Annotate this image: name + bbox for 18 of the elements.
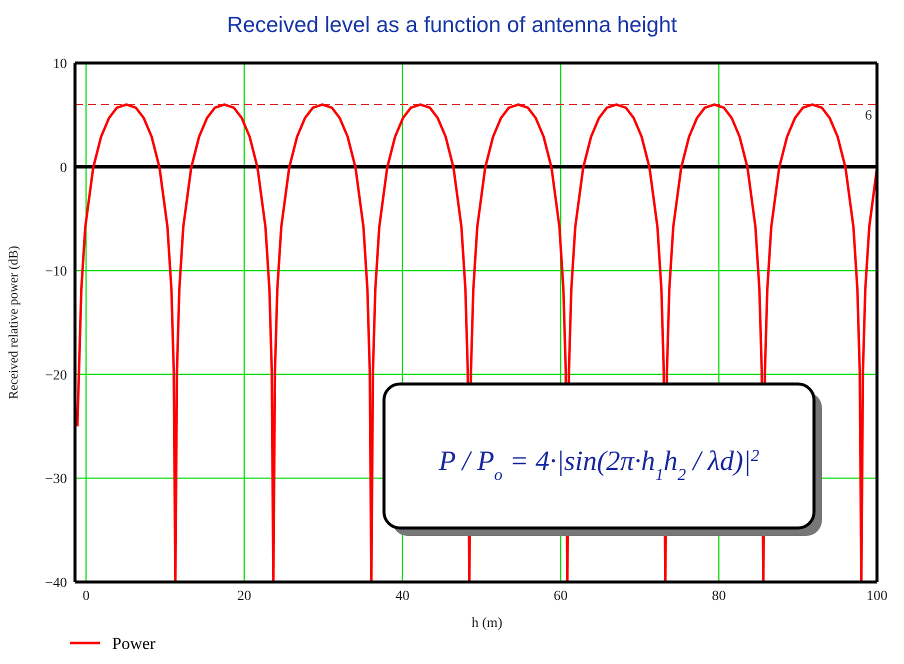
y-tick-label: 10: [53, 56, 67, 72]
x-tick-label: 0: [82, 588, 90, 604]
x-tick-label: 60: [554, 588, 568, 604]
y-tick-label: −40: [45, 576, 67, 591]
x-tick-label: 100: [866, 588, 888, 604]
y-axis-title: Received relative power (dB): [6, 246, 21, 400]
chart-title: Received level as a function of antenna height: [226, 11, 678, 39]
annotation: P / P$_{o}$ = 4·|sin(2π·h$_{1}$h$_{2}$ / λd)|$^{2}$: [438, 446, 760, 484]
x-tick-label: 80: [712, 588, 726, 604]
ref-line-label: 6: [865, 108, 872, 124]
x-tick-label: 20: [237, 588, 252, 604]
x-axis-title: h (m): [472, 616, 502, 631]
y-tick-label: −20: [45, 368, 67, 384]
y-tick-label: −10: [45, 264, 67, 280]
y-tick-label: −30: [45, 472, 67, 488]
legend-label: Power: [112, 634, 156, 654]
x-tick-label: 40: [395, 588, 410, 604]
y-tick-label: 0: [60, 160, 67, 176]
